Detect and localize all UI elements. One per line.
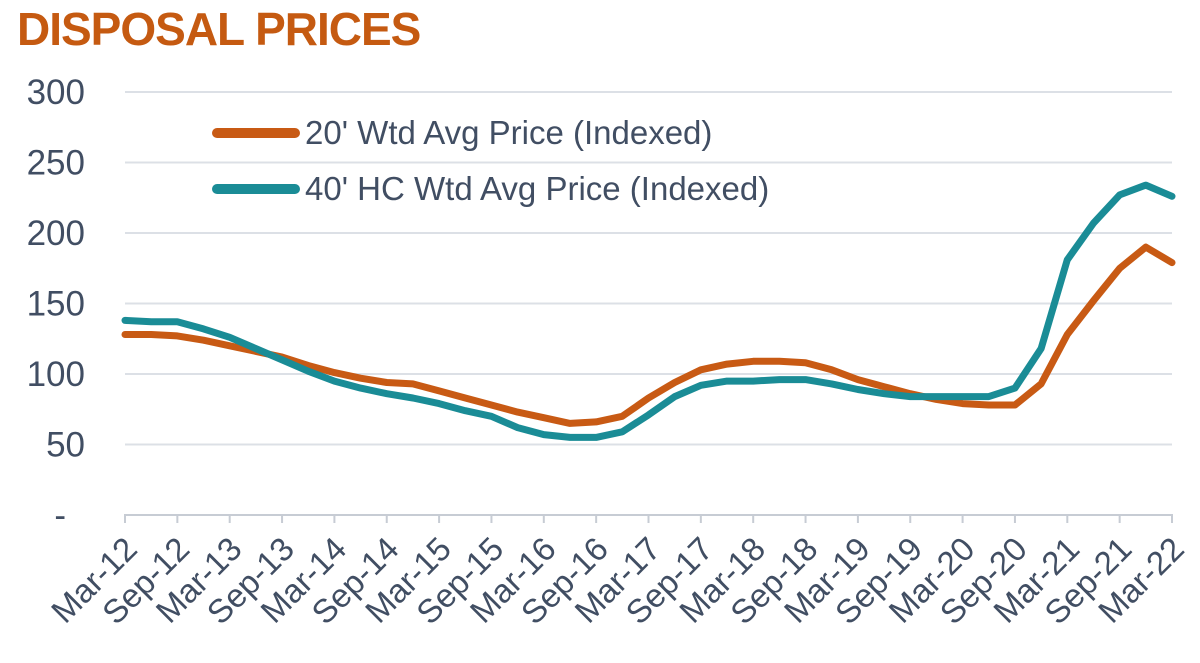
chart-title: DISPOSAL PRICES	[17, 3, 421, 55]
y-tick-label: 200	[27, 214, 85, 253]
legend-swatch-20ft-icon	[212, 128, 300, 138]
y-tick-label: 150	[27, 285, 85, 324]
series-line-20ft	[121, 243, 1176, 427]
y-tick-label: 50	[46, 426, 85, 465]
y-tick-label: 300	[27, 73, 85, 112]
legend-label-40hc: 40' HC Wtd Avg Price (Indexed)	[305, 170, 770, 207]
y-tick-label: 250	[27, 144, 85, 183]
legend-label-20ft: 20' Wtd Avg Price (Indexed)	[305, 114, 713, 151]
y-tick-label: 100	[27, 355, 85, 394]
y-tick-label: -	[54, 496, 66, 535]
legend-swatch-40hc-icon	[212, 184, 300, 194]
series-line-40hc	[121, 181, 1176, 441]
legend-item-20ft: 20' Wtd Avg Price (Indexed)	[212, 105, 769, 161]
legend: 20' Wtd Avg Price (Indexed) 40' HC Wtd A…	[212, 105, 769, 217]
legend-item-40hc: 40' HC Wtd Avg Price (Indexed)	[212, 161, 769, 217]
